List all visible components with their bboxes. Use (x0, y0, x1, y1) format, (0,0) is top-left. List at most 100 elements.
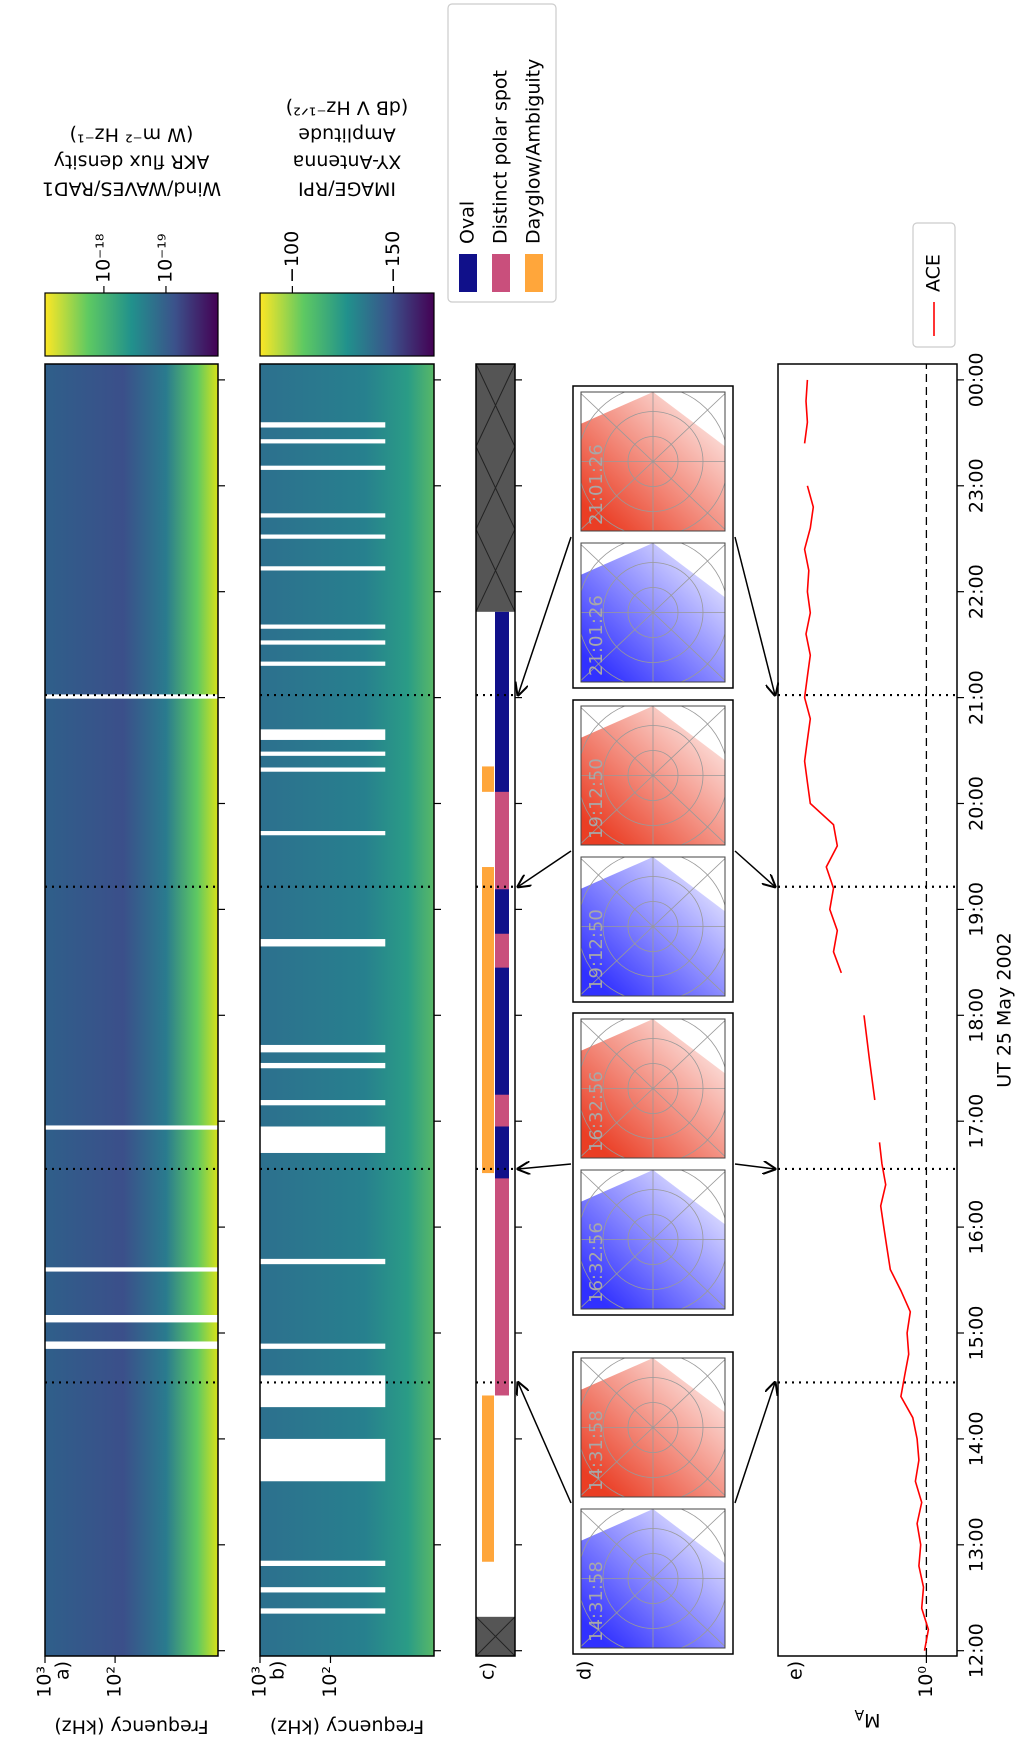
arrow (518, 1164, 572, 1169)
x-tick-label: 00:00 (966, 353, 988, 408)
data-line (803, 379, 930, 1651)
data-gap (260, 640, 386, 645)
polar-image (581, 1019, 725, 1158)
y-axis-label: MA (854, 1706, 880, 1732)
polar-grid (581, 857, 725, 996)
image-timestamp: 19:12:50 (586, 758, 607, 839)
data-gap (260, 1126, 386, 1153)
axes-frame (777, 363, 958, 1657)
data-gap (260, 1608, 386, 1614)
axes-frame (259, 363, 435, 1657)
data-gap (45, 1314, 218, 1323)
image-timestamp: 14:31:58 (586, 1561, 607, 1642)
polar-grid (581, 1358, 725, 1497)
pair-frame (572, 1012, 734, 1316)
axes-frame (475, 363, 516, 1657)
data-gap (260, 767, 386, 772)
image-timestamp: 16:32:56 (586, 1071, 607, 1152)
image-frame (580, 856, 726, 997)
arrow (518, 1382, 572, 1504)
legend-swatch (492, 254, 510, 292)
data-gap (45, 1267, 218, 1272)
data-gap (260, 729, 386, 740)
legend-label: ACE (923, 254, 945, 292)
landscape-figure: 10³ 10² Frequency (kHz) a) 10⁻¹⁸ 10⁻¹⁹ Wind/WA… (34, 3, 1016, 1738)
y-axis-label: Frequency (kHz) (54, 1716, 208, 1738)
data-gap (260, 661, 386, 666)
interval-bar (495, 791, 509, 890)
data-gap (260, 1258, 386, 1265)
x-axis-label: UT 25 May 2002 (994, 932, 1016, 1087)
panel-label: a) (52, 1661, 74, 1680)
data-gap (260, 1375, 386, 1408)
polar-image (581, 706, 725, 845)
legend-box (447, 3, 557, 303)
legend-box (912, 222, 956, 348)
colorbar-label: XY-Antenna (293, 151, 402, 173)
interval-bar (495, 611, 509, 1216)
pair-frame (572, 385, 734, 689)
data-gap (260, 422, 386, 428)
data-gap (260, 1044, 386, 1053)
arrow (734, 536, 775, 695)
image-frame (580, 542, 726, 683)
polar-grid (581, 1509, 725, 1648)
image-frame (580, 1508, 726, 1649)
x-tick-label: 18:00 (966, 988, 988, 1043)
data-gap (260, 534, 386, 539)
colorbar-tick-label: −150 (382, 231, 404, 283)
spectrogram (45, 364, 218, 1656)
data-gap (260, 939, 386, 947)
data-gap (260, 1438, 386, 1482)
panel-label: c) (477, 1662, 499, 1680)
polar-grid (581, 1019, 725, 1158)
colorbar-label: Amplitude (298, 124, 395, 146)
image-frame (580, 705, 726, 846)
colorbar (259, 292, 435, 357)
x-tick-label: 12:00 (966, 1623, 988, 1678)
data-gap (260, 751, 386, 756)
data-gap (260, 465, 386, 470)
y-tick-label: 10² (104, 1666, 126, 1698)
interval-bar (482, 1395, 494, 1562)
polar-image (581, 1509, 725, 1648)
image-timestamp: 21:01:26 (586, 444, 607, 525)
pair-frame (572, 699, 734, 1003)
colorbar-label: IMAGE/RPI (298, 178, 396, 200)
hatch (475, 528, 516, 613)
hatch (475, 1616, 516, 1657)
interval-bar (495, 933, 509, 968)
colorbar-tick-label: 10⁻¹⁸ (92, 234, 114, 283)
x-tick-label: 21:00 (966, 670, 988, 725)
y-axis-label: Frequency (kHz) (270, 1716, 424, 1738)
polar-image (581, 1358, 725, 1497)
data-gap (260, 624, 386, 629)
image-frame (580, 391, 726, 532)
data-gap (260, 513, 386, 518)
x-tick-label: 13:00 (966, 1517, 988, 1572)
data-gap (45, 1125, 218, 1130)
polar-grid (581, 392, 725, 531)
image-timestamp: 16:32:56 (586, 1222, 607, 1303)
image-timestamp: 14:31:58 (586, 1410, 607, 1491)
arrow (518, 850, 572, 887)
y-tick-label: 10⁰ (915, 1666, 937, 1698)
colorbar-label: (dB V Hz⁻¹ᐟ²) (286, 97, 409, 119)
data-gap (260, 1560, 386, 1566)
data-gap (45, 1341, 218, 1349)
data-gap (260, 566, 386, 571)
data-gap (260, 1062, 386, 1069)
legend-swatch (459, 254, 477, 292)
y-tick-label: 10³ (34, 1666, 56, 1698)
image-frame (580, 1018, 726, 1159)
spectrogram (260, 364, 434, 1656)
colorbar-tick-label: 10⁻¹⁹ (154, 234, 176, 283)
colorbar-label: AKR flux density (54, 151, 210, 173)
data-gap (260, 1100, 386, 1106)
polar-grid (581, 706, 725, 845)
y-label-sub: A (854, 1706, 864, 1722)
image-frame (580, 1357, 726, 1498)
hatch (475, 446, 516, 530)
